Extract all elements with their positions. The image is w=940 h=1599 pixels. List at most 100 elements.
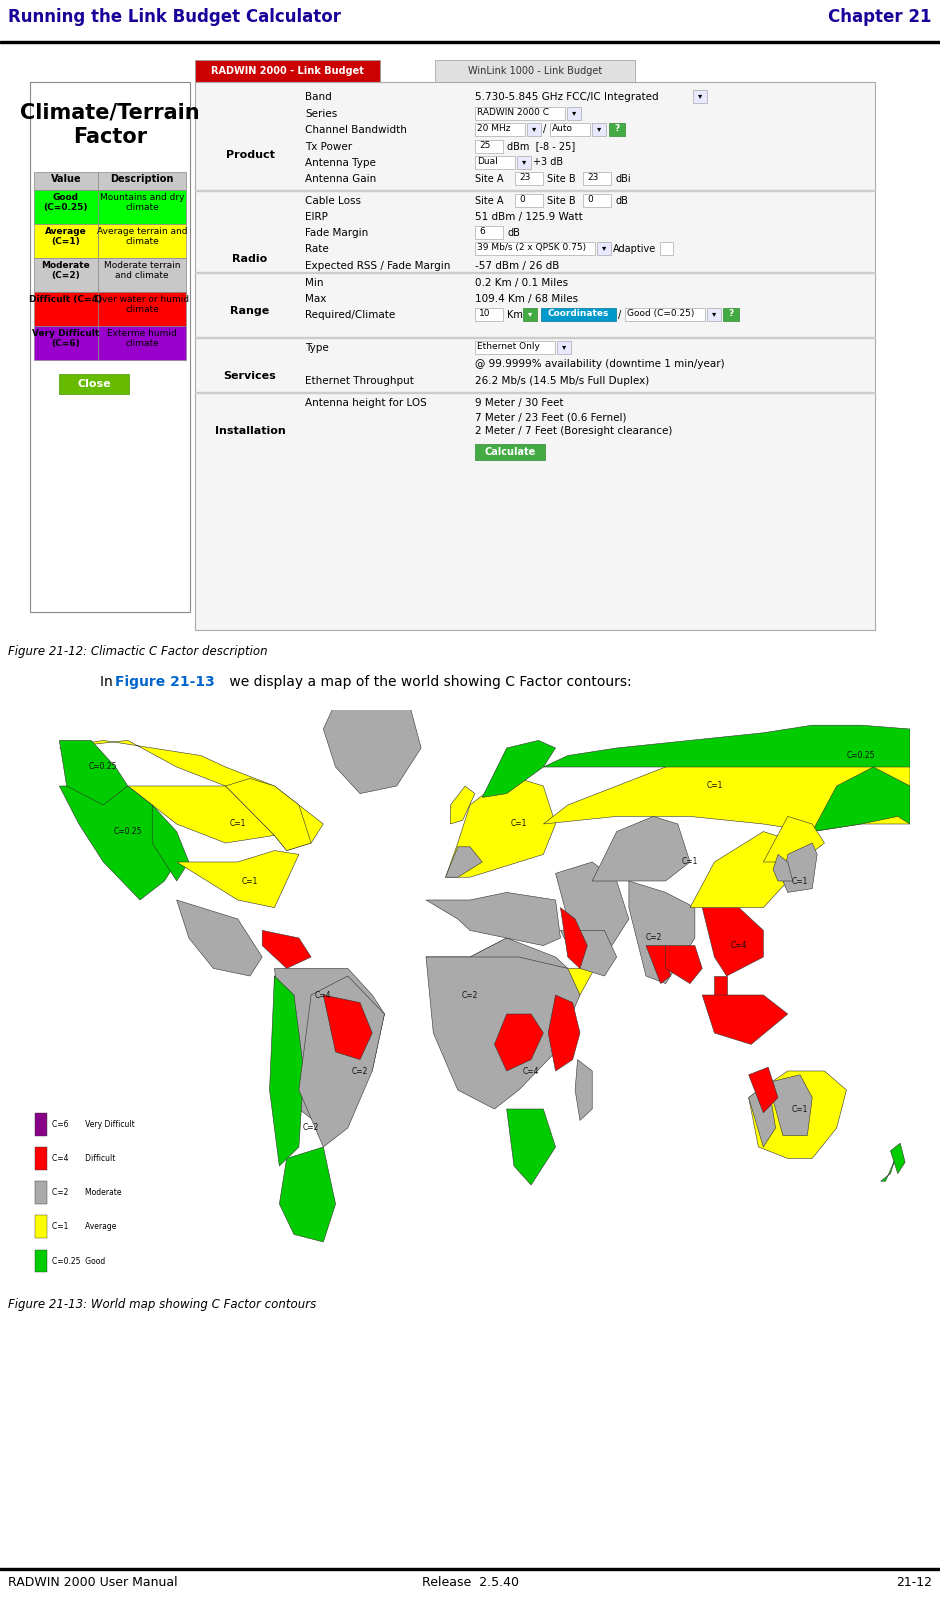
Polygon shape xyxy=(323,995,372,1060)
Polygon shape xyxy=(629,881,695,983)
Bar xyxy=(693,90,707,102)
Text: Very Difficult
(C=6): Very Difficult (C=6) xyxy=(32,329,100,349)
Text: C=1: C=1 xyxy=(791,876,808,886)
Bar xyxy=(34,257,98,293)
Text: C=2: C=2 xyxy=(352,1067,368,1076)
Text: ▾: ▾ xyxy=(522,157,526,166)
Bar xyxy=(195,61,380,82)
Bar xyxy=(475,157,515,169)
Text: Dual: Dual xyxy=(477,157,498,166)
Bar xyxy=(583,173,611,185)
Text: @ 99.9999% availability (downtime 1 min/year): @ 99.9999% availability (downtime 1 min/… xyxy=(475,360,725,369)
Polygon shape xyxy=(177,851,299,908)
Text: Antenna height for LOS: Antenna height for LOS xyxy=(305,398,427,408)
Polygon shape xyxy=(543,726,910,768)
Text: 10: 10 xyxy=(479,309,491,318)
Text: C=1       Average: C=1 Average xyxy=(52,1222,117,1231)
Text: 2 Meter / 7 Feet (Boresight clearance): 2 Meter / 7 Feet (Boresight clearance) xyxy=(475,425,672,437)
Text: 23: 23 xyxy=(587,173,599,182)
Bar xyxy=(567,107,581,120)
Bar xyxy=(34,326,98,360)
Text: C=0.25: C=0.25 xyxy=(847,752,875,760)
Text: Tx Power: Tx Power xyxy=(305,142,352,152)
Polygon shape xyxy=(748,1071,846,1158)
Text: dBm  [-8 - 25]: dBm [-8 - 25] xyxy=(507,141,575,150)
Bar xyxy=(527,123,541,136)
Text: In: In xyxy=(100,675,118,689)
Bar xyxy=(435,61,635,82)
Text: EIRP: EIRP xyxy=(305,213,328,222)
Polygon shape xyxy=(446,779,556,878)
Bar xyxy=(625,309,705,321)
Text: C=1: C=1 xyxy=(510,820,527,828)
Bar xyxy=(35,1249,47,1273)
Bar xyxy=(475,445,545,461)
Bar xyxy=(707,309,721,321)
Text: Figure 21-13: Figure 21-13 xyxy=(115,675,214,689)
Polygon shape xyxy=(226,779,311,851)
Bar xyxy=(557,341,571,353)
Text: C=0.25  Good: C=0.25 Good xyxy=(52,1257,105,1265)
Polygon shape xyxy=(702,995,788,1044)
Text: Ethernet Throughput: Ethernet Throughput xyxy=(305,376,414,385)
Polygon shape xyxy=(426,892,560,945)
Text: ▾: ▾ xyxy=(562,342,566,352)
Text: RADWIN 2000 C: RADWIN 2000 C xyxy=(477,109,549,117)
Bar xyxy=(597,241,611,254)
Polygon shape xyxy=(262,931,311,969)
Bar xyxy=(550,123,590,136)
Bar xyxy=(475,309,503,321)
Text: C=1: C=1 xyxy=(682,857,698,867)
Text: 0.2 Km / 0.1 Miles: 0.2 Km / 0.1 Miles xyxy=(475,278,568,288)
Text: Figure 21-13: World map showing C Factor contours: Figure 21-13: World map showing C Factor… xyxy=(8,1298,316,1311)
Text: dB: dB xyxy=(507,229,520,238)
Text: C=2: C=2 xyxy=(462,990,478,999)
Text: C=6       Very Difficult: C=6 Very Difficult xyxy=(52,1119,134,1129)
Bar xyxy=(541,309,616,321)
Text: dB: dB xyxy=(615,197,628,206)
Polygon shape xyxy=(426,939,595,1052)
Text: C=0.25: C=0.25 xyxy=(114,827,142,836)
Polygon shape xyxy=(768,1075,812,1135)
Bar xyxy=(515,193,543,206)
Text: WinLink 1000 - Link Budget: WinLink 1000 - Link Budget xyxy=(468,66,603,77)
Polygon shape xyxy=(446,847,482,878)
Polygon shape xyxy=(560,931,617,975)
Text: Good (C=0.25): Good (C=0.25) xyxy=(627,309,695,318)
Text: 9 Meter / 30 Feet: 9 Meter / 30 Feet xyxy=(475,398,563,408)
Polygon shape xyxy=(548,995,580,1071)
Text: C=4: C=4 xyxy=(523,1067,540,1076)
Polygon shape xyxy=(783,843,817,892)
Polygon shape xyxy=(59,787,177,900)
Polygon shape xyxy=(299,975,384,1146)
Polygon shape xyxy=(152,804,189,881)
Text: Moderate terrain
and climate: Moderate terrain and climate xyxy=(103,261,180,280)
Polygon shape xyxy=(690,831,812,908)
Text: Expected RSS / Fade Margin: Expected RSS / Fade Margin xyxy=(305,261,450,270)
Bar xyxy=(98,173,186,190)
Bar xyxy=(475,225,503,238)
Text: Min: Min xyxy=(305,278,323,288)
Text: C=4       Difficult: C=4 Difficult xyxy=(52,1154,116,1162)
Polygon shape xyxy=(748,1067,778,1113)
Bar xyxy=(475,123,525,136)
Text: 0: 0 xyxy=(587,195,593,205)
Text: Over water or humid
climate: Over water or humid climate xyxy=(95,294,189,315)
Text: Average
(C=1): Average (C=1) xyxy=(45,227,86,246)
Text: 25: 25 xyxy=(479,141,491,150)
Text: C=1: C=1 xyxy=(706,782,723,790)
Text: Climate/Terrain
Factor: Climate/Terrain Factor xyxy=(20,102,200,147)
Polygon shape xyxy=(890,1143,905,1174)
Text: Site B: Site B xyxy=(547,197,575,206)
Bar xyxy=(515,173,543,185)
Text: 109.4 Km / 68 Miles: 109.4 Km / 68 Miles xyxy=(475,294,578,304)
Text: ▾: ▾ xyxy=(528,309,532,318)
Text: Exterme humid
climate: Exterme humid climate xyxy=(107,329,177,349)
Polygon shape xyxy=(494,1014,543,1071)
Text: Mountains and dry
climate: Mountains and dry climate xyxy=(100,193,184,213)
Text: Figure 21-12: Climactic C Factor description: Figure 21-12: Climactic C Factor descrip… xyxy=(8,644,268,659)
Text: Site B: Site B xyxy=(547,174,575,184)
Bar xyxy=(660,241,673,254)
Bar xyxy=(475,141,503,154)
Polygon shape xyxy=(59,740,323,851)
